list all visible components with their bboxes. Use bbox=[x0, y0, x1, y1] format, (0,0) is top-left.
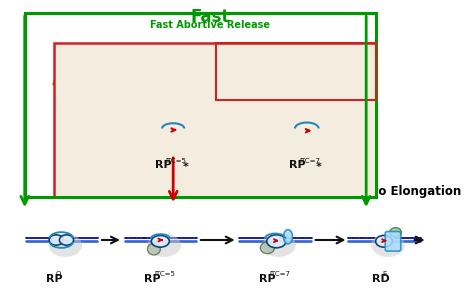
Text: *: * bbox=[316, 162, 322, 172]
Bar bbox=[25, 13, 376, 197]
Text: Fast Abortive Release: Fast Abortive Release bbox=[150, 20, 270, 30]
Ellipse shape bbox=[59, 235, 73, 245]
Ellipse shape bbox=[163, 125, 183, 138]
Text: Pausing
&
Cleavage: Pausing & Cleavage bbox=[250, 60, 301, 93]
Ellipse shape bbox=[49, 235, 64, 245]
Ellipse shape bbox=[375, 235, 392, 247]
Ellipse shape bbox=[151, 235, 169, 247]
Ellipse shape bbox=[147, 234, 181, 257]
Text: ITC=7: ITC=7 bbox=[269, 271, 290, 277]
Ellipse shape bbox=[158, 134, 173, 147]
Ellipse shape bbox=[283, 229, 292, 244]
Text: Slow
Abortive Release: Slow Abortive Release bbox=[52, 65, 146, 87]
Ellipse shape bbox=[371, 234, 405, 257]
Ellipse shape bbox=[147, 243, 160, 255]
Text: Into Elongation: Into Elongation bbox=[360, 185, 461, 198]
Text: RP: RP bbox=[155, 160, 172, 170]
Text: ITC=5: ITC=5 bbox=[165, 158, 186, 164]
Text: O: O bbox=[55, 271, 61, 277]
Text: *: * bbox=[182, 162, 189, 172]
Ellipse shape bbox=[292, 122, 330, 150]
Ellipse shape bbox=[263, 234, 296, 257]
Text: E: E bbox=[382, 271, 386, 277]
Text: RP: RP bbox=[46, 274, 62, 284]
Ellipse shape bbox=[317, 118, 327, 134]
Text: RP: RP bbox=[259, 274, 276, 284]
Text: RP: RP bbox=[145, 274, 161, 284]
Text: Slow: Slow bbox=[195, 47, 236, 62]
Ellipse shape bbox=[297, 124, 319, 139]
Text: ITC=5: ITC=5 bbox=[155, 271, 175, 277]
Ellipse shape bbox=[49, 234, 82, 257]
Text: Fast: Fast bbox=[191, 8, 230, 26]
Ellipse shape bbox=[290, 132, 306, 146]
Text: RD: RD bbox=[372, 274, 390, 284]
Ellipse shape bbox=[260, 242, 274, 254]
Ellipse shape bbox=[390, 228, 401, 237]
FancyBboxPatch shape bbox=[385, 232, 401, 251]
Bar bbox=[55, 43, 376, 197]
Ellipse shape bbox=[267, 235, 286, 248]
Text: RP: RP bbox=[289, 160, 306, 170]
Text: ITC=7: ITC=7 bbox=[299, 158, 320, 164]
Ellipse shape bbox=[158, 122, 196, 150]
Bar bbox=[216, 43, 376, 100]
